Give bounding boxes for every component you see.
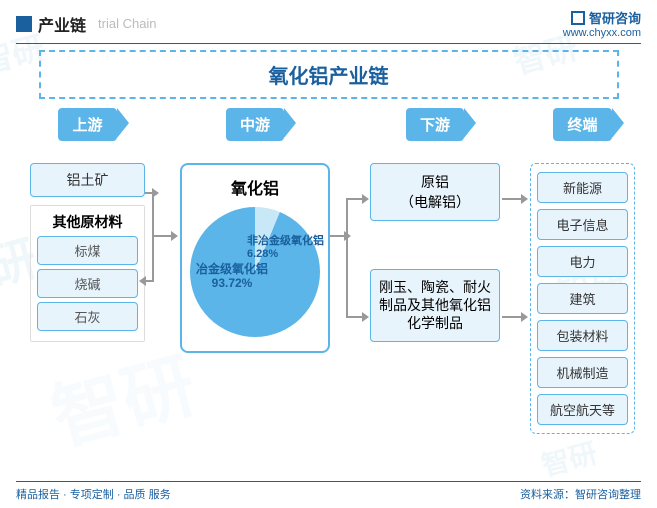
brand-url: www.chyxx.com [563,27,641,39]
header-left: 产业链 trial Chain [16,12,157,36]
terminal-item: 电子信息 [537,209,628,240]
terminal-item: 电力 [537,246,628,277]
mid-title: 氧化铝 [188,175,322,199]
brand-name: 智研咨询 [589,8,641,27]
terminal-item: 航空航天等 [537,394,628,425]
mid-panel: 氧化铝 冶金级氧化铝 93.72% 非冶金级氧化铝 6.28% [180,163,330,353]
main-title: 氧化铝产业链 [269,66,389,88]
pie-slice-label: 非冶金级氧化铝 [247,235,324,247]
terminal-item: 建筑 [537,283,628,314]
footer: 精品报告 · 专项定制 · 品质 服务 资料来源：智研咨询整理 [16,481,641,502]
col-upstream: 上游 铝土矿 其他原材料 标煤 烧碱 石灰 [30,108,145,342]
footer-right: 资料来源：智研咨询整理 [520,486,641,502]
connector-arrow [330,235,345,237]
stage-terminal: 终端 [553,108,611,141]
pie-label-major: 冶金级氧化铝 93.72% [196,262,268,291]
header-title: 产业链 [38,12,86,36]
pie-slice-label: 冶金级氧化铝 [196,262,268,276]
stage-upstream: 上游 [58,108,116,141]
connector-arrow [152,235,172,237]
terminal-item: 机械制造 [537,357,628,388]
header-subtitle: trial Chain [98,16,157,31]
upstream-item: 标煤 [37,236,138,265]
downstream-label: 原铝 [421,174,449,190]
pie-slice-value: 6.28% [247,248,278,260]
upstream-item: 烧碱 [37,269,138,298]
square-icon [16,16,32,32]
connector-arrow [346,316,363,318]
terminal-item: 包装材料 [537,320,628,351]
downstream-item-aluminum: 原铝 （电解铝） [370,163,500,221]
pie-slice-value: 93.72% [212,276,253,290]
downstream-item-other: 刚玉、陶瓷、耐火制品及其他氧化铝化学制品 [370,269,500,342]
watermark: 智研 [537,431,601,484]
upstream-group: 其他原材料 标煤 烧碱 石灰 [30,205,145,342]
connector-arrow [145,280,153,282]
col-terminal: 终端 新能源 电子信息 电力 建筑 包装材料 机械制造 航空航天等 [530,108,635,434]
connector-arrow [346,198,363,200]
stage-downstream: 下游 [406,108,464,141]
col-midstream: 中游 氧化铝 冶金级氧化铝 93.72% 非冶金级氧化铝 6.28% [180,108,330,353]
pie-label-minor: 非冶金级氧化铝 6.28% [247,235,324,261]
stage-midstream: 中游 [226,108,284,141]
upstream-group-title: 其他原材料 [37,212,138,232]
downstream-sublabel: （电解铝） [400,194,470,210]
header: 产业链 trial Chain 智研咨询 www.chyxx.com [16,8,641,44]
pie-chart: 冶金级氧化铝 93.72% 非冶金级氧化铝 6.28% [190,207,320,337]
brand-row: 智研咨询 [563,8,641,27]
col-downstream: 下游 原铝 （电解铝） 刚玉、陶瓷、耐火制品及其他氧化铝化学制品 [370,108,500,342]
upstream-item: 石灰 [37,302,138,331]
connector-arrow [502,198,522,200]
connector-line [152,192,154,282]
terminal-panel: 新能源 电子信息 电力 建筑 包装材料 机械制造 航空航天等 [530,163,635,434]
upstream-item-bauxite: 铝土矿 [30,163,145,197]
main-title-box: 氧化铝产业链 [39,50,619,99]
brand-icon [571,11,585,25]
terminal-item: 新能源 [537,172,628,203]
connector-arrow [502,316,522,318]
footer-left: 精品报告 · 专项定制 · 品质 服务 [16,486,171,502]
connector-arrow [145,192,153,194]
header-right: 智研咨询 www.chyxx.com [563,8,641,39]
connector-line [346,198,348,318]
